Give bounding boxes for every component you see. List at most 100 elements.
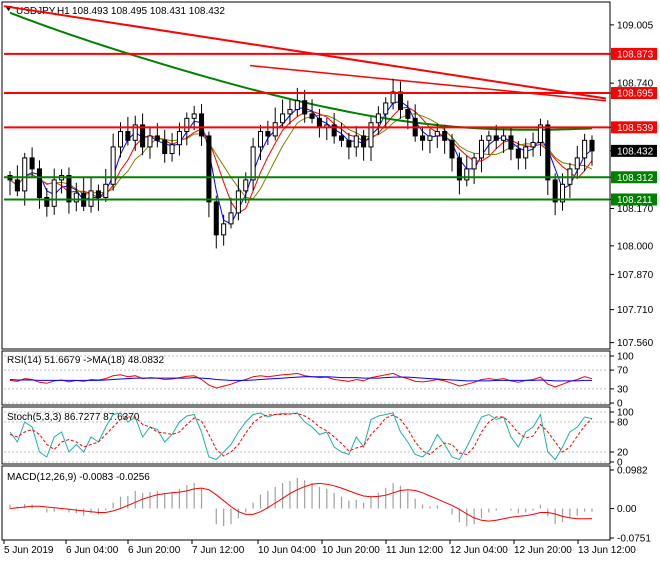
bull-candle (132, 124, 138, 141)
current-price-label: 108.432 (617, 146, 654, 157)
descending-trend-line-2[interactable] (249, 64, 607, 102)
bear-candle (361, 135, 367, 148)
bear-candle (66, 175, 72, 203)
macd-panel[interactable] (1, 465, 611, 541)
bear-candle (302, 100, 308, 115)
macd-title: MACD(12,26,9) -0.0083 -0.0256 (7, 472, 150, 483)
bear-candle (162, 139, 168, 155)
descending-trend-line[interactable] (3, 5, 607, 100)
bull-candle (221, 223, 227, 236)
bull-candle (383, 102, 389, 115)
level-price-label: 108.695 (617, 89, 654, 100)
level-price-label: 108.211 (617, 195, 653, 206)
bull-candle (287, 109, 293, 115)
bull-candle (486, 135, 492, 141)
bear-candle (125, 131, 131, 141)
indicator-tick-label: 0 (617, 399, 623, 410)
indicator-tick-label: 100 (617, 408, 634, 419)
time-tick-label: 13 Jun 12:00 (578, 545, 636, 556)
bear-candle (456, 157, 462, 181)
bull-candle (272, 122, 278, 137)
bull-candle (368, 122, 374, 148)
bear-candle (442, 131, 448, 141)
bear-candle (346, 139, 352, 148)
rsi-panel[interactable] (1, 350, 611, 406)
rsi-lines: 100 70 30 0 (4, 352, 634, 410)
bull-candle (501, 135, 507, 141)
bull-candle (427, 135, 433, 141)
price-tick-label: 107.560 (617, 338, 654, 349)
time-tick-label: 7 Jun 12:00 (192, 545, 245, 556)
bear-candle (589, 139, 595, 152)
bear-candle (420, 135, 426, 141)
bear-candle (405, 109, 411, 119)
indicator-tick-label: 30 (617, 384, 629, 395)
level-price-label: 108.312 (617, 173, 654, 184)
horizontal-levels[interactable]: 108.873 108.695 108.539 108.312 108.211 108.4… (4, 47, 657, 206)
indicator-tick-label: 100 (617, 352, 634, 363)
price-tick-label: 108.740 (617, 79, 654, 90)
level-price-label: 108.873 (617, 49, 654, 60)
bear-candle (309, 113, 315, 119)
bull-candle (191, 113, 197, 119)
time-axis: 5 Jun 2019 6 Jun 04:00 6 Jun 20:00 7 Jun 12… (3, 540, 636, 556)
bull-candle (390, 91, 396, 104)
ma-slow-line (9, 11, 593, 131)
bull-candle (375, 113, 381, 124)
series-line-main (9, 412, 593, 461)
macd-tick-label: 0.00 (617, 504, 637, 515)
main-price-panel[interactable] (1, 1, 611, 350)
bear-candle (206, 135, 212, 203)
bear-candle (29, 157, 35, 170)
series-line-ma-18- (9, 376, 592, 382)
bull-candle (560, 183, 566, 203)
bear-candle (316, 117, 322, 128)
bull-candle (22, 157, 28, 192)
level-price-tag (611, 193, 657, 206)
indicator-tick-label: 0 (617, 458, 623, 469)
bull-candle (574, 157, 580, 170)
price-tick-label: 107.710 (617, 305, 654, 316)
bear-candle (154, 135, 160, 141)
bull-candle (147, 135, 153, 148)
bear-candle (449, 139, 455, 159)
trend-lines[interactable] (3, 5, 607, 102)
bear-candle (36, 168, 42, 198)
bull-candle (235, 190, 241, 214)
bear-candle (140, 124, 146, 148)
bull-candle (464, 168, 470, 181)
price-tick-label: 107.870 (617, 270, 654, 281)
bull-candle (537, 124, 543, 144)
indicator-tick-label: 20 (617, 448, 629, 459)
level-price-tag (611, 121, 657, 134)
bear-candle (545, 124, 551, 181)
time-tick-label: 10 Jun 20:00 (322, 545, 380, 556)
price-tick-label: 108.170 (617, 204, 654, 215)
bull-candle (530, 142, 536, 148)
candlesticks (7, 78, 595, 249)
bull-candle (243, 179, 249, 192)
bull-candle (434, 131, 440, 137)
bull-candle (294, 100, 300, 111)
indicator-tick-label: 70 (617, 366, 629, 377)
time-tick-label: 12 Jun 04:00 (450, 545, 508, 556)
bull-candle (117, 131, 124, 148)
stoch-panel[interactable] (1, 406, 611, 465)
level-price-label: 108.539 (617, 123, 654, 134)
macd-plot: 0.0982 0.00 -0.0751 (9, 466, 651, 545)
bull-candle (103, 183, 109, 198)
price-tick-label: 109.005 (617, 20, 654, 31)
bear-candle (213, 201, 219, 236)
bull-candle (228, 212, 234, 225)
level-price-tag (611, 47, 657, 60)
macd-tick-label: -0.0751 (617, 534, 651, 545)
series-line-rsi-14- (9, 372, 593, 389)
indicator-tick-label: 80 (617, 418, 629, 429)
level-price-tag (611, 87, 657, 100)
bear-candle (552, 179, 558, 203)
price-tick-label: 108.000 (617, 241, 654, 252)
series-line-signal (9, 412, 593, 457)
